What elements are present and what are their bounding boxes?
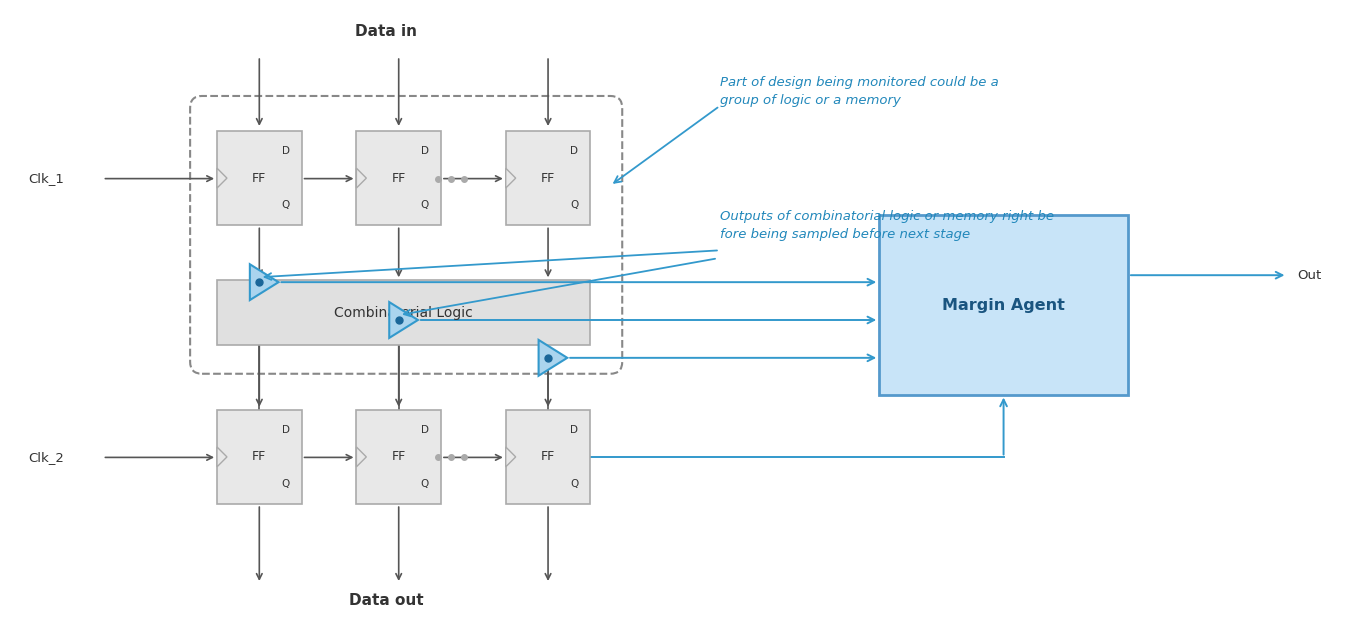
Text: Outputs of combinatorial logic or memory right be
fore being sampled before next: Outputs of combinatorial logic or memory… bbox=[720, 211, 1054, 241]
Text: Out: Out bbox=[1297, 269, 1322, 282]
Text: Q: Q bbox=[421, 200, 429, 211]
Polygon shape bbox=[356, 168, 366, 188]
Text: FF: FF bbox=[252, 451, 266, 463]
FancyBboxPatch shape bbox=[217, 131, 301, 225]
Polygon shape bbox=[250, 264, 278, 300]
Text: Data out: Data out bbox=[348, 593, 424, 608]
FancyBboxPatch shape bbox=[217, 280, 590, 345]
Text: D: D bbox=[421, 146, 429, 156]
Polygon shape bbox=[506, 447, 516, 467]
Polygon shape bbox=[217, 447, 227, 467]
Text: D: D bbox=[282, 424, 290, 435]
Text: Part of design being monitored could be a
group of logic or a memory: Part of design being monitored could be … bbox=[720, 76, 999, 107]
Text: Q: Q bbox=[281, 479, 290, 489]
Text: FF: FF bbox=[392, 172, 406, 184]
Text: FF: FF bbox=[541, 451, 555, 463]
Text: FF: FF bbox=[252, 172, 266, 184]
Text: D: D bbox=[421, 424, 429, 435]
Polygon shape bbox=[506, 168, 516, 188]
Text: Q: Q bbox=[281, 200, 290, 211]
Text: Q: Q bbox=[570, 479, 578, 489]
Text: D: D bbox=[571, 146, 578, 156]
FancyBboxPatch shape bbox=[506, 410, 590, 504]
Text: FF: FF bbox=[541, 172, 555, 184]
Polygon shape bbox=[539, 340, 567, 376]
Text: D: D bbox=[571, 424, 578, 435]
FancyBboxPatch shape bbox=[356, 410, 441, 504]
Text: Margin Agent: Margin Agent bbox=[942, 298, 1065, 312]
Text: Q: Q bbox=[570, 200, 578, 211]
Text: D: D bbox=[282, 146, 290, 156]
FancyBboxPatch shape bbox=[356, 131, 441, 225]
Text: Combinatorial Logic: Combinatorial Logic bbox=[335, 305, 472, 319]
Text: Q: Q bbox=[421, 479, 429, 489]
Text: Clk_1: Clk_1 bbox=[28, 172, 63, 185]
Text: FF: FF bbox=[392, 451, 406, 463]
Text: Data in: Data in bbox=[355, 24, 417, 39]
Polygon shape bbox=[217, 168, 227, 188]
Polygon shape bbox=[389, 302, 418, 338]
FancyBboxPatch shape bbox=[879, 216, 1129, 395]
FancyBboxPatch shape bbox=[506, 131, 590, 225]
Text: Clk_2: Clk_2 bbox=[28, 451, 63, 464]
Polygon shape bbox=[356, 447, 366, 467]
FancyBboxPatch shape bbox=[217, 410, 301, 504]
